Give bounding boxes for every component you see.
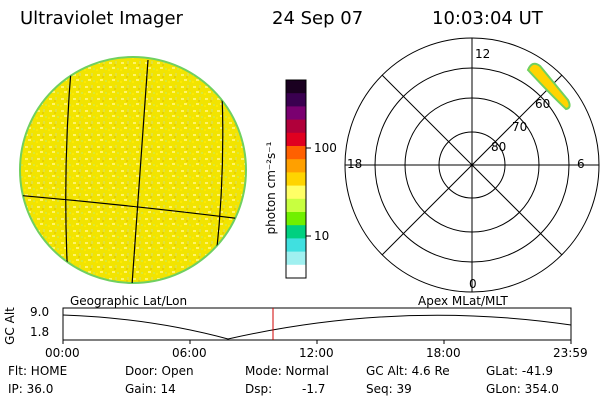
meridian-line	[131, 59, 149, 283]
time-tick-label: 00:00	[45, 346, 80, 360]
dsp-label: Dsp:	[245, 382, 273, 396]
apex-coords-title: Apex MLat/MLT	[418, 294, 508, 308]
colorbar-band	[286, 132, 306, 147]
instrument-title: Ultraviolet Imager	[20, 8, 183, 29]
time-tick-label: 23:59	[553, 346, 588, 360]
altitude-min-label: 1.8	[30, 325, 50, 339]
mlat-ring-70: 70	[512, 120, 528, 134]
colorbar-band	[286, 185, 306, 200]
mlt-label-0: 0	[469, 277, 477, 291]
time-tick-label: 12:00	[299, 346, 334, 360]
geographic-coords-title: Geographic Lat/Lon	[70, 294, 188, 308]
mlat-ring-80: 80	[491, 140, 507, 154]
altitude-axis-label: GC Alt	[3, 307, 17, 345]
mlat-ring-60: 60	[535, 97, 551, 111]
colorbar-band	[286, 251, 306, 266]
orbit-altitude-plot	[62, 307, 572, 344]
colorbar-band	[286, 93, 306, 107]
image-time: 10:03:04 UT	[432, 8, 543, 29]
dsp-value: -1.7	[302, 382, 326, 396]
colorbar-tick-100: 100	[314, 141, 337, 155]
colorbar-band	[286, 80, 306, 94]
mlt-label-12: 12	[475, 47, 491, 61]
time-tick-label: 06:00	[172, 346, 207, 360]
colorbar-band	[286, 146, 306, 160]
auroral-oval	[526, 62, 571, 111]
sequence-number: Seq: 39	[366, 382, 412, 396]
polar-plot	[344, 37, 600, 293]
colorbar-band	[286, 159, 306, 173]
colorbar-band	[286, 106, 306, 121]
mode-status: Mode: Normal	[245, 364, 329, 378]
colorbar	[285, 79, 311, 279]
gain-value: Gain: 14	[125, 382, 176, 396]
colorbar-band	[286, 119, 306, 134]
geographic-longitude: GLon: 354.0	[486, 382, 559, 396]
parallel-line	[20, 194, 246, 221]
mlt-label-18: 18	[347, 157, 363, 171]
time-tick-label: 18:00	[426, 346, 461, 360]
colorbar-band	[286, 264, 306, 279]
colorbar-band	[286, 225, 306, 239]
colorbar-unit-label: photon cm⁻²s⁻¹	[264, 141, 278, 235]
flight-status: Flt: HOME	[8, 364, 68, 378]
earth-image	[19, 56, 247, 284]
colorbar-band	[286, 238, 306, 253]
meridian-line	[65, 57, 73, 283]
door-status: Door: Open	[125, 364, 194, 378]
altitude-max-label: 9.0	[30, 305, 50, 319]
colorbar-tick-10: 10	[314, 229, 330, 243]
ip-value: IP: 36.0	[8, 382, 54, 396]
mlt-label-6: 6	[577, 157, 585, 171]
colorbar-band	[286, 198, 306, 213]
colorbar-band	[286, 172, 306, 187]
image-date: 24 Sep 07	[272, 8, 364, 29]
colorbar-band	[286, 212, 306, 226]
geographic-latitude: GLat: -41.9	[486, 364, 553, 378]
gc-altitude: GC Alt: 4.6 Re	[366, 364, 450, 378]
